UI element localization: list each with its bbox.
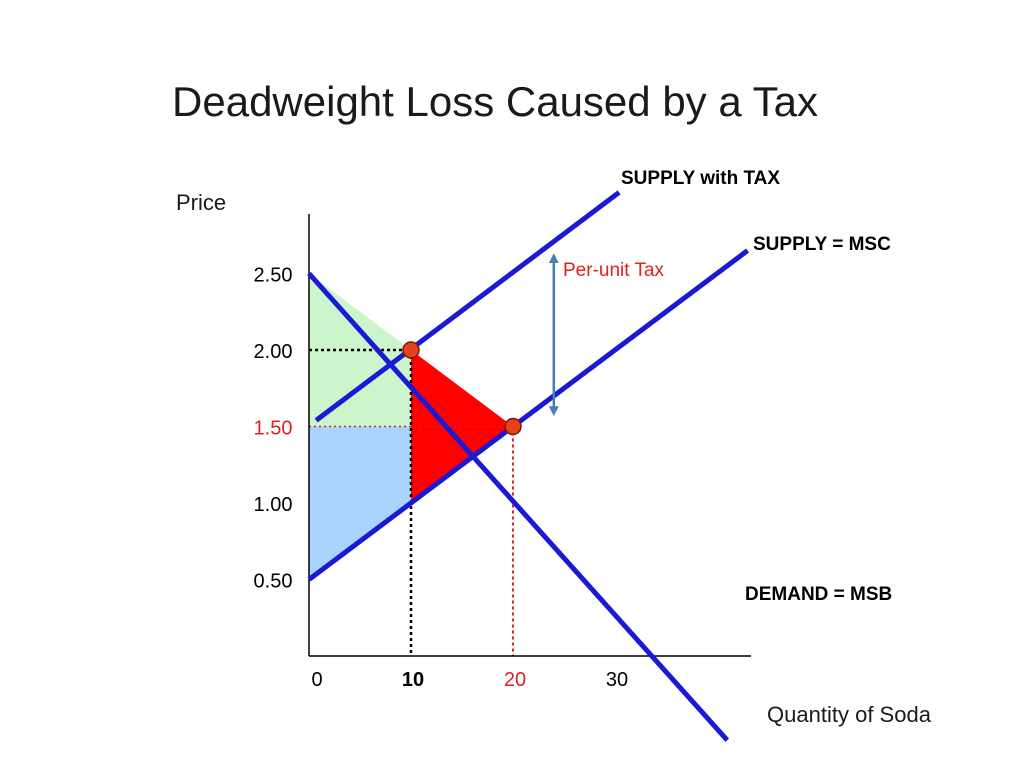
y-tick-label-1-50: 1.50	[254, 418, 293, 440]
x-axis-label: Quantity of Soda	[767, 702, 932, 727]
demand-msb-line	[307, 271, 730, 742]
chart-title: Deadweight Loss Caused by a Tax	[172, 78, 818, 125]
x-tick-label-10: 10	[402, 669, 424, 691]
x-tick-label-30: 30	[606, 669, 628, 691]
consumer-surplus-region	[309, 273, 411, 350]
demand-msb-label: DEMAND = MSB	[745, 584, 892, 605]
y-tick-label-0-50: 0.50	[254, 571, 293, 593]
equilibrium-point-1	[402, 341, 420, 359]
y-tick-label-2-50: 2.50	[254, 265, 293, 287]
deadweight-loss-region	[411, 350, 513, 503]
x-tick-label-0: 0	[311, 669, 322, 691]
y-axis-label: Price	[176, 190, 226, 215]
supply-with-tax-label: SUPPLY with TAX	[621, 168, 780, 189]
equilibrium-points	[402, 341, 522, 436]
axes	[308, 214, 751, 657]
curves	[307, 190, 750, 742]
per-unit-tax-label: Per-unit Tax	[563, 260, 665, 281]
supply-with-tax-line	[314, 190, 621, 423]
supply-msc-line	[307, 248, 750, 582]
y-tick-label-1-00: 1.00	[254, 494, 293, 516]
tax-revenue-producer-share-region	[309, 426, 411, 580]
x-tick-label-20: 20	[504, 669, 526, 691]
supply-msc-label: SUPPLY = MSC	[753, 234, 891, 255]
equilibrium-point-2	[504, 417, 522, 436]
chart-labels: 0.50 1.00 1.50 2.00 2.50 0 10 20 30 Price Quantity…	[176, 168, 932, 727]
y-tick-label-2-00: 2.00	[254, 341, 293, 363]
